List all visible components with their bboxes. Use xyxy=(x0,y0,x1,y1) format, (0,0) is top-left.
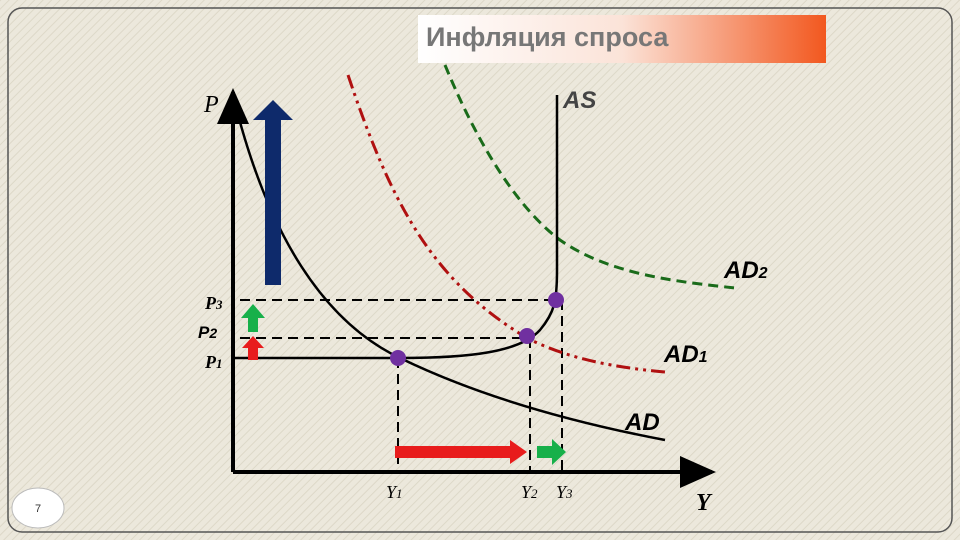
y3-label: Y3 xyxy=(556,482,573,502)
label-main: AD xyxy=(663,341,699,368)
title-box xyxy=(418,15,826,63)
price-up-arrow xyxy=(253,100,293,285)
ad1-label: AD1 xyxy=(663,341,708,368)
label-sub: 2 xyxy=(208,325,217,341)
ad1-curve xyxy=(346,74,666,374)
label-main: P xyxy=(204,293,217,313)
output-arrow-2 xyxy=(537,439,566,465)
label-main: P xyxy=(204,352,217,372)
x-axis-label: Y xyxy=(696,490,713,516)
y-axis-label: P xyxy=(203,92,219,118)
title: Инфляция спроса xyxy=(426,22,669,52)
label-sub: 3 xyxy=(565,486,573,501)
label-main: Y xyxy=(521,482,533,502)
frame xyxy=(7,7,953,533)
label-main: P xyxy=(198,323,210,342)
as-label: AS xyxy=(562,87,596,114)
label-sub: 2 xyxy=(531,486,538,501)
guides xyxy=(240,299,563,472)
label-main: Y xyxy=(556,482,568,502)
p3-label: P3 xyxy=(204,293,223,313)
label-sub: 1 xyxy=(216,356,223,371)
output-arrow xyxy=(395,440,527,464)
y2-label: Y2 xyxy=(521,482,538,502)
slide-number-badge xyxy=(11,487,65,529)
ad2-curve xyxy=(443,64,736,290)
label-main: Y xyxy=(386,482,398,502)
slide-number: 7 xyxy=(35,503,41,515)
p2-arrow xyxy=(242,336,264,360)
ad2-label: AD2 xyxy=(723,257,768,284)
y1-label: Y1 xyxy=(386,482,403,502)
label-sub: 1 xyxy=(396,486,403,501)
p2-label: P2 xyxy=(198,323,217,342)
p3-arrow xyxy=(241,304,265,332)
ad-label: AD xyxy=(624,409,660,436)
label-main: AD xyxy=(723,257,759,284)
label-sub: 2 xyxy=(758,265,768,282)
p1-label: P1 xyxy=(204,352,223,372)
label-sub: 3 xyxy=(215,297,223,312)
equilibria xyxy=(390,292,564,366)
label-sub: 1 xyxy=(699,349,708,366)
